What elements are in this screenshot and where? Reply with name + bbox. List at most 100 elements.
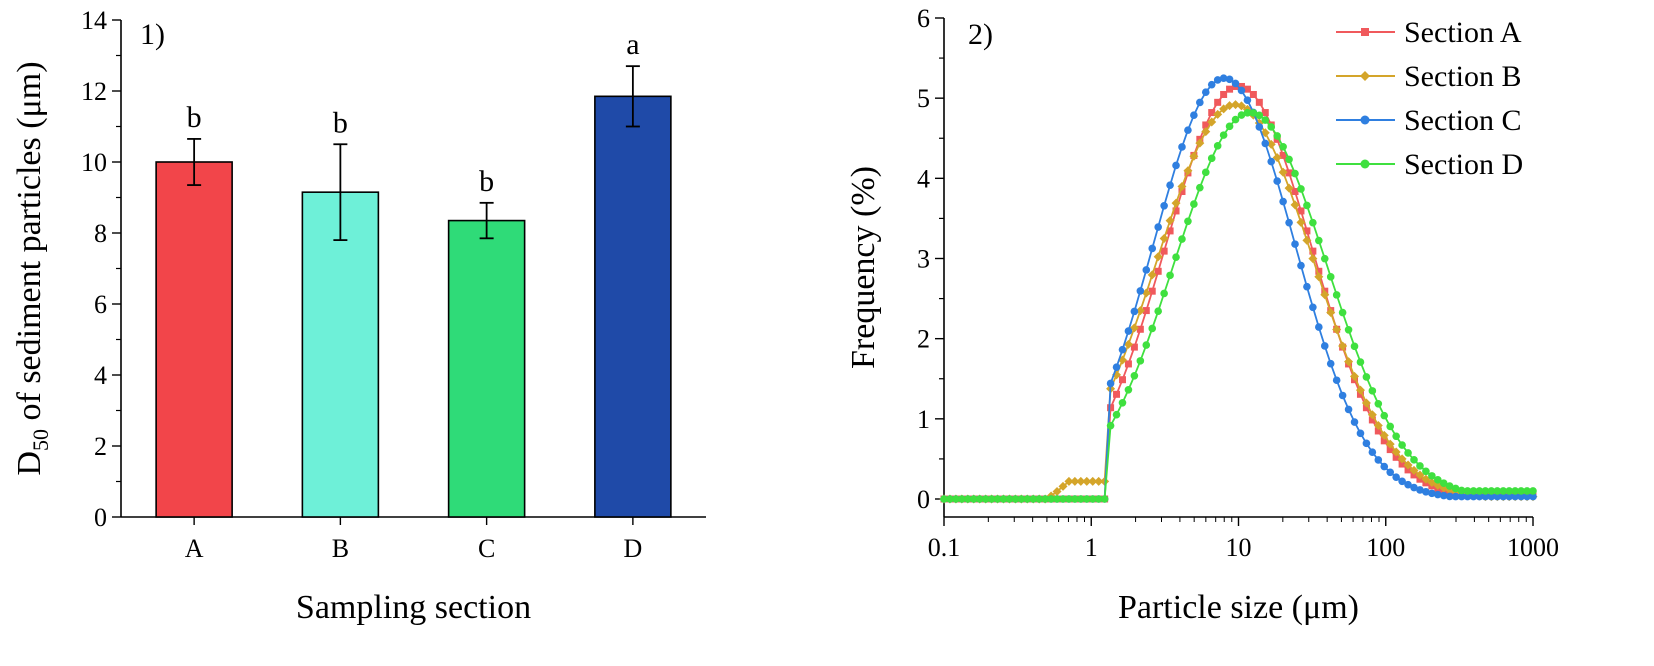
x-tick-label: D	[623, 534, 642, 563]
data-point	[1148, 287, 1156, 295]
bar	[447, 219, 526, 518]
data-point	[1261, 109, 1269, 117]
data-point	[1279, 151, 1287, 159]
data-point	[1249, 109, 1258, 117]
legend-marker	[1360, 115, 1370, 125]
data-point	[1445, 492, 1454, 501]
data-point	[1202, 121, 1210, 129]
line-chart-panel: 0 1 2 3 4 5 6 0.1 1 10 100 1000 Section A Section B Se…	[845, 4, 1559, 626]
data-point	[1166, 271, 1174, 280]
data-point	[1487, 487, 1496, 495]
data-point	[1124, 360, 1132, 368]
data-point	[1130, 307, 1139, 316]
y-axis-label-main: D	[11, 451, 48, 476]
data-point	[1445, 482, 1454, 490]
data-point	[1314, 272, 1324, 282]
x-axis-label: Particle size (μm)	[1118, 589, 1359, 626]
data-point	[1094, 476, 1104, 486]
panel-label: 1)	[140, 18, 165, 51]
data-point	[1237, 111, 1246, 119]
data-point	[1499, 487, 1508, 495]
data-point	[1077, 495, 1085, 503]
data-point	[1160, 202, 1168, 210]
data-point	[1190, 111, 1198, 119]
data-point	[1386, 468, 1395, 477]
data-point	[1320, 254, 1329, 263]
data-point	[1088, 476, 1098, 486]
data-point	[1058, 481, 1068, 491]
data-point	[1255, 98, 1263, 106]
data-point	[1374, 399, 1383, 408]
data-point	[1332, 291, 1341, 299]
data-point	[1160, 247, 1168, 255]
data-point	[1129, 323, 1139, 333]
data-point	[1207, 117, 1217, 127]
data-point	[1380, 437, 1388, 445]
data-point	[1219, 131, 1228, 139]
x-tick-label: B	[332, 534, 349, 563]
x-tick-label: 1000	[1507, 533, 1559, 562]
data-point	[1278, 167, 1288, 177]
data-point	[1219, 104, 1229, 114]
data-point	[1326, 273, 1335, 281]
data-point	[1469, 487, 1478, 495]
y-tick-label: 6	[94, 290, 107, 319]
data-point	[1386, 446, 1394, 454]
data-point	[1226, 85, 1234, 93]
data-point	[1362, 404, 1370, 412]
data-point	[1231, 115, 1240, 124]
data-point	[1166, 181, 1174, 189]
data-point	[1213, 76, 1222, 84]
y-tick-label: 5	[917, 84, 930, 113]
data-point	[1487, 492, 1496, 501]
data-point	[1320, 290, 1330, 300]
data-point	[1196, 98, 1204, 107]
data-point	[1219, 74, 1228, 82]
significance-letter: a	[626, 28, 639, 61]
data-point	[1332, 325, 1342, 335]
data-point	[1350, 418, 1359, 426]
data-point	[1284, 183, 1294, 193]
data-point	[1142, 307, 1150, 315]
data-point	[1136, 325, 1144, 333]
data-point	[1404, 466, 1412, 474]
data-point	[940, 495, 948, 503]
data-point	[1309, 303, 1317, 312]
data-point	[1118, 376, 1126, 384]
data-point	[1123, 339, 1133, 349]
data-point	[1434, 490, 1442, 499]
data-point	[1267, 123, 1276, 131]
data-point	[1076, 476, 1086, 486]
data-point	[1220, 90, 1228, 98]
data-point	[1088, 495, 1097, 503]
data-point	[1338, 391, 1347, 400]
y-tick-label: 2	[94, 432, 107, 461]
data-point	[1517, 487, 1525, 495]
data-point	[1106, 379, 1115, 388]
bar	[594, 95, 672, 518]
data-point	[1005, 495, 1014, 503]
x-tick-label: 100	[1366, 533, 1405, 562]
data-point	[1302, 235, 1312, 245]
data-point	[1451, 484, 1460, 493]
data-point	[1303, 227, 1311, 235]
data-point	[1285, 218, 1293, 227]
data-point	[1285, 169, 1293, 177]
data-point	[1320, 342, 1329, 350]
data-point	[969, 495, 978, 503]
data-point	[952, 495, 960, 503]
data-point	[1059, 495, 1067, 503]
y-axis-label-subscript: 50	[28, 429, 53, 451]
y-tick-label: 12	[81, 77, 107, 106]
data-point	[1326, 307, 1336, 317]
data-point	[1398, 460, 1406, 468]
data-point	[1249, 90, 1257, 98]
data-point	[1380, 462, 1389, 471]
y-tick-label: 2	[917, 325, 930, 354]
data-point	[1154, 307, 1162, 315]
data-point	[1291, 188, 1299, 196]
data-point	[1135, 306, 1145, 316]
data-point	[1422, 467, 1430, 476]
panel-label: 2)	[968, 18, 993, 51]
